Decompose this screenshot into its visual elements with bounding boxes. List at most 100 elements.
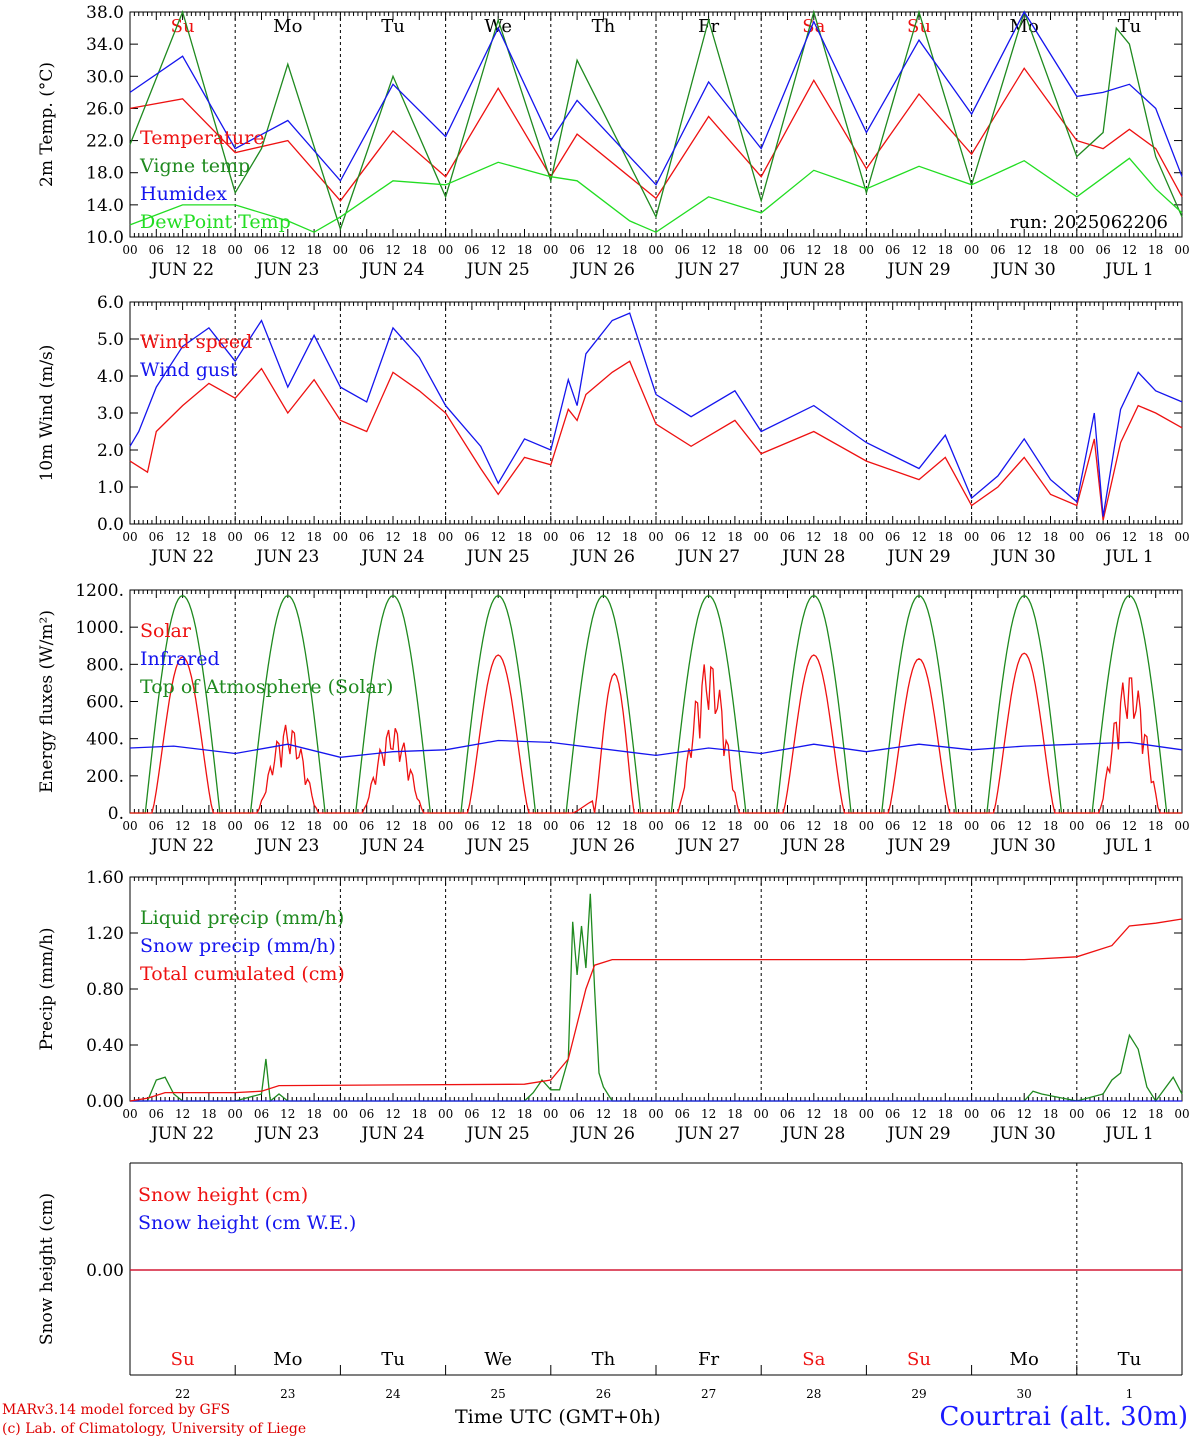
hour-label: 18 — [938, 243, 953, 257]
hour-label: 00 — [859, 243, 874, 257]
legend-5-1: Snow height (cm W.E.) — [138, 1212, 356, 1234]
day-number: 1 — [1126, 1387, 1134, 1401]
date-label: JUN 25 — [465, 1124, 530, 1144]
hour-label: 06 — [359, 530, 374, 544]
hour-label: 06 — [569, 530, 584, 544]
hour-label: 12 — [806, 530, 821, 544]
date-label: JUN 28 — [780, 1124, 845, 1144]
date-label: JUN 23 — [254, 260, 319, 280]
day-name-bottom: We — [484, 1349, 512, 1370]
hour-label: 12 — [1017, 1107, 1032, 1121]
day-name-bottom: Mo — [273, 1349, 302, 1370]
hour-label: 00 — [543, 819, 558, 833]
hour-label: 12 — [175, 819, 190, 833]
date-label: JUN 30 — [991, 547, 1056, 567]
series-dewpoint-temp — [129, 157, 1183, 233]
series-humidex — [129, 10, 1183, 186]
y-tick-label: 18.0 — [86, 164, 124, 184]
y-tick-label: 10.0 — [86, 228, 124, 248]
hour-label: 18 — [517, 243, 532, 257]
series-solar — [130, 652, 1182, 814]
hour-label: 12 — [385, 819, 400, 833]
hour-label: 00 — [648, 530, 663, 544]
hour-label: 18 — [201, 243, 216, 257]
hour-label: 00 — [648, 819, 663, 833]
hour-label: 06 — [149, 243, 164, 257]
date-label: JUN 27 — [675, 836, 740, 856]
hour-label: 06 — [1095, 1107, 1110, 1121]
hour-label: 18 — [1148, 243, 1163, 257]
hour-label: 00 — [228, 1107, 243, 1121]
legend-1-0: Temperature — [140, 127, 264, 149]
date-label: JUN 29 — [885, 1124, 950, 1144]
date-label: JUN 22 — [149, 260, 214, 280]
y-tick-label: 0.0 — [97, 515, 124, 535]
date-label: JUN 28 — [780, 836, 845, 856]
date-label: JUL 1 — [1103, 260, 1154, 280]
hour-label: 18 — [1043, 819, 1058, 833]
day-name-top: Su — [907, 16, 931, 37]
y-tick-label: 0. — [108, 804, 124, 824]
hour-label: 12 — [1122, 243, 1137, 257]
hour-label: 06 — [359, 1107, 374, 1121]
hour-label: 06 — [254, 243, 269, 257]
hour-label: 06 — [1095, 530, 1110, 544]
y-tick-label: 0.40 — [86, 1036, 124, 1056]
hour-label: 12 — [701, 530, 716, 544]
hour-label: 06 — [569, 243, 584, 257]
series-wind-speed — [129, 360, 1183, 521]
day-number: 29 — [911, 1387, 926, 1401]
hour-label: 12 — [911, 1107, 926, 1121]
hour-label: 06 — [885, 1107, 900, 1121]
hour-label: 00 — [754, 819, 769, 833]
hour-label: 06 — [780, 243, 795, 257]
hour-label: 12 — [1122, 819, 1137, 833]
hour-label: 06 — [885, 530, 900, 544]
date-label: JUN 25 — [465, 836, 530, 856]
hour-label: 18 — [938, 530, 953, 544]
hour-label: 18 — [1043, 243, 1058, 257]
hour-label: 18 — [1148, 530, 1163, 544]
hour-label: 18 — [622, 819, 637, 833]
hour-label: 06 — [990, 530, 1005, 544]
hour-label: 00 — [333, 243, 348, 257]
hour-label: 00 — [122, 530, 137, 544]
date-label: JUN 22 — [149, 1124, 214, 1144]
day-name-top: Th — [592, 16, 616, 37]
hour-label: 06 — [675, 243, 690, 257]
hour-label: 12 — [806, 819, 821, 833]
y-tick-label: 1000. — [75, 618, 124, 638]
hour-label: 06 — [149, 1107, 164, 1121]
hour-label: 06 — [464, 530, 479, 544]
hour-label: 06 — [990, 1107, 1005, 1121]
series-total-cumulated — [129, 918, 1183, 1102]
hour-label: 00 — [228, 243, 243, 257]
hour-label: 12 — [911, 530, 926, 544]
hour-label: 12 — [175, 530, 190, 544]
y-tick-label: 22.0 — [86, 132, 124, 152]
date-label: JUN 27 — [675, 547, 740, 567]
day-name-bottom: Sa — [802, 1349, 825, 1370]
hour-label: 12 — [701, 819, 716, 833]
legend-4-0: Liquid precip (mm/h) — [140, 907, 344, 929]
hour-label: 00 — [438, 243, 453, 257]
day-number: 24 — [385, 1387, 401, 1401]
hour-label: 00 — [648, 243, 663, 257]
hour-label: 00 — [1069, 243, 1084, 257]
date-label: JUN 30 — [991, 260, 1056, 280]
hour-label: 06 — [149, 530, 164, 544]
hour-label: 18 — [1043, 1107, 1058, 1121]
legend-5-0: Snow height (cm) — [138, 1184, 308, 1206]
x-axis-title: Time UTC (GMT+0h) — [455, 1406, 661, 1428]
hour-label: 00 — [964, 819, 979, 833]
hour-label: 18 — [832, 1107, 847, 1121]
y-tick-label: 1.20 — [86, 924, 124, 944]
hour-label: 00 — [964, 530, 979, 544]
hour-label: 18 — [201, 819, 216, 833]
date-label: JUN 23 — [254, 1124, 319, 1144]
legend-3-0: Solar — [140, 620, 192, 642]
hour-label: 00 — [543, 530, 558, 544]
legend-1-1: Vigne temp — [139, 155, 250, 177]
y-tick-label: 800. — [86, 655, 124, 675]
day-name-bottom: Tu — [381, 1349, 405, 1370]
